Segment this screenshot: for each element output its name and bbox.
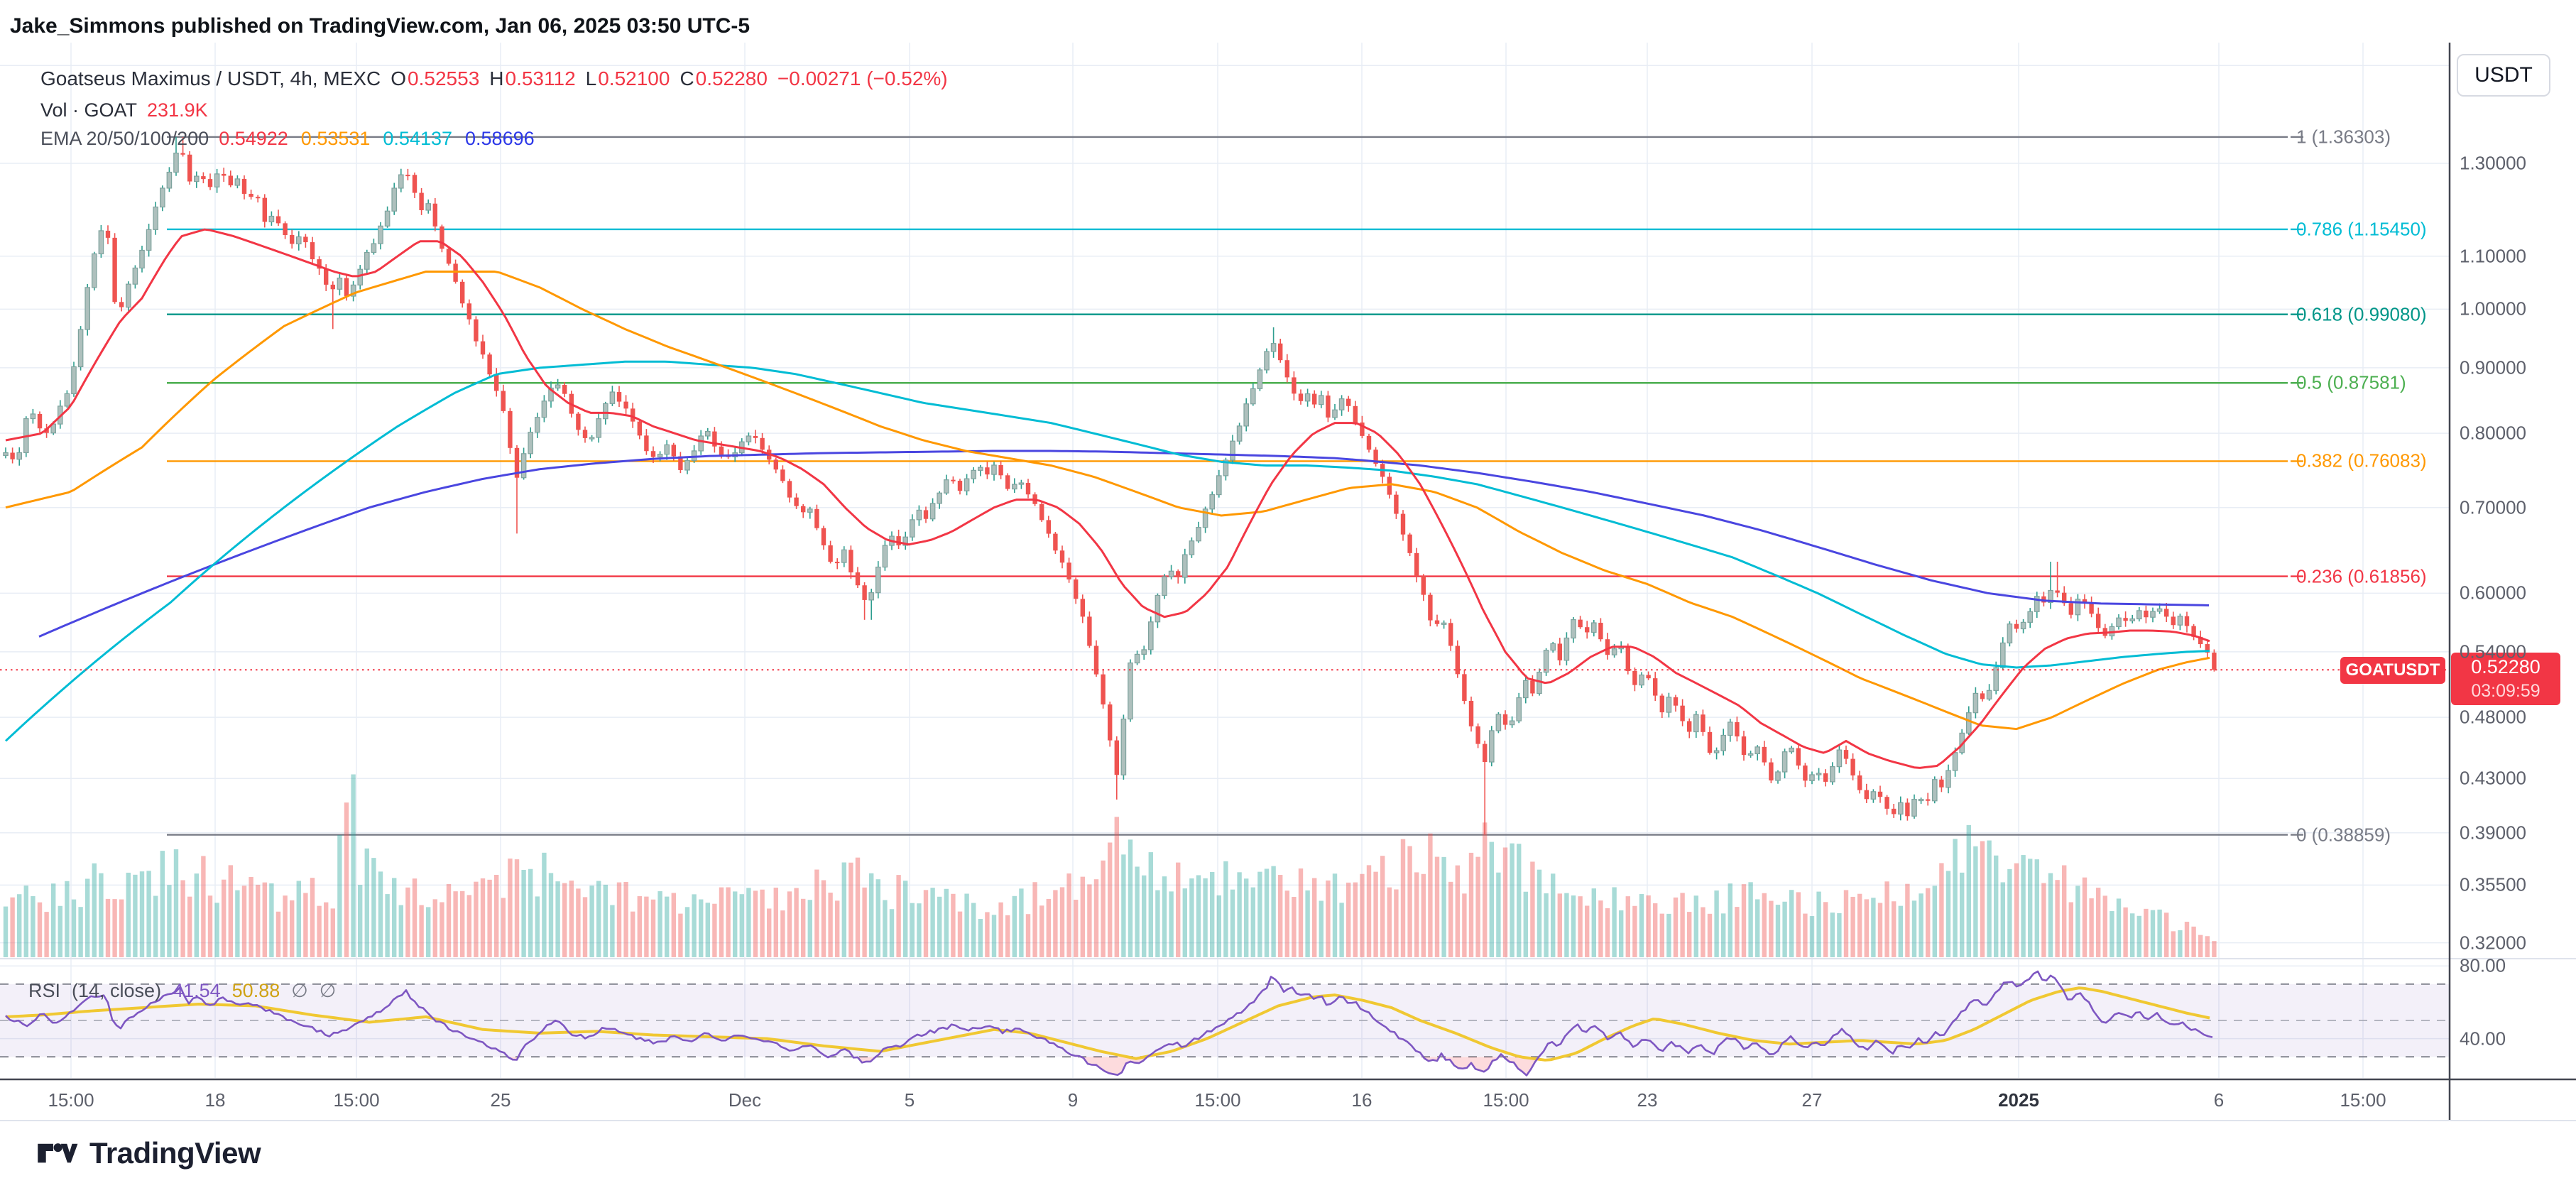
rsi-params: (14, close) (72, 980, 162, 1001)
rsi-ma-value: 50.88 (231, 980, 280, 1001)
price-axis-label[interactable]: 0.39000 (2460, 822, 2526, 844)
fib-level-label: 0.786 (1.15450) (2296, 218, 2427, 240)
fib-level-label: 0.5 (0.87581) (2296, 371, 2406, 393)
symbol-legend-row: Goatseus Maximus / USDT, 4h, MEXC O 0.52… (40, 67, 948, 90)
ohlc-high: H 0.53112 (489, 67, 576, 89)
time-axis-label[interactable]: 15:00 (2340, 1089, 2386, 1111)
price-axis-label[interactable]: 0.32000 (2460, 932, 2526, 954)
currency-toggle-button[interactable]: USDT (2457, 54, 2550, 97)
price-axis-label[interactable]: 1.10000 (2460, 245, 2526, 267)
rsi-axis-label[interactable]: 40.00 (2460, 1028, 2506, 1050)
symbol-title: Goatseus Maximus / USDT, 4h, MEXC (40, 67, 381, 89)
ema-legend-value: 0.58696 (465, 128, 535, 149)
tradingview-logo-icon (37, 1136, 78, 1170)
tradingview-logo-text: TradingView (89, 1136, 261, 1170)
time-axis-label[interactable]: 15:00 (1483, 1089, 1529, 1111)
rsi-title: RSI (28, 980, 61, 1001)
rsi-empty-icon: ∅ (291, 980, 308, 1001)
time-axis-label[interactable]: 18 (204, 1089, 226, 1111)
ema-legend-value: 0.54137 (383, 128, 453, 149)
rsi-legend-row: RSI (14, close) 41.54 50.88 ∅ ∅ (28, 980, 336, 1002)
time-axis-label[interactable]: 5 (904, 1089, 915, 1111)
ohlc-change: −0.00271 (−0.52%) (777, 67, 948, 89)
ohlc-close: C 0.52280 (680, 67, 768, 89)
time-axis-label[interactable]: 9 (1067, 1089, 1079, 1111)
price-axis-label[interactable]: 0.35500 (2460, 873, 2526, 895)
attribution-text: Jake_Simmons published on TradingView.co… (10, 14, 751, 38)
time-axis-label[interactable]: 6 (2213, 1089, 2225, 1111)
rsi-axis-label[interactable]: 80.00 (2460, 954, 2506, 976)
ema-legend-value: 0.54922 (219, 128, 288, 149)
fib-level-label: 0.382 (0.76083) (2296, 450, 2427, 472)
time-axis-label[interactable]: 16 (1351, 1089, 1372, 1111)
time-axis-label[interactable]: Dec (728, 1089, 762, 1111)
ema-legend-row: EMA 20/50/100/200 0.54922 0.53531 0.54137 0… (40, 128, 535, 150)
volume-label: Vol · GOAT (40, 99, 138, 121)
time-axis-label[interactable]: 15:00 (48, 1089, 94, 1111)
time-axis-label[interactable]: 25 (490, 1089, 511, 1111)
time-axis-label[interactable]: 23 (1637, 1089, 1658, 1111)
price-axis-label[interactable]: 1.30000 (2460, 152, 2526, 174)
fib-level-label: 0.236 (0.61856) (2296, 565, 2427, 587)
volume-value: 231.9K (147, 99, 208, 121)
time-axis-label[interactable]: 2025 (1998, 1089, 2039, 1111)
price-axis-label[interactable]: 0.70000 (2460, 496, 2526, 518)
symbol-price-badge: GOATUSDT (2340, 657, 2445, 684)
bar-countdown: 03:09:59 (2471, 681, 2540, 701)
ema-label: EMA 20/50/100/200 (40, 128, 209, 149)
price-axis-label[interactable]: 0.80000 (2460, 422, 2526, 444)
rsi-empty-icon: ∅ (319, 980, 337, 1001)
price-axis-label[interactable]: 0.48000 (2460, 706, 2526, 728)
price-axis-label[interactable]: 0.60000 (2460, 582, 2526, 604)
price-axis-label[interactable]: 0.90000 (2460, 356, 2526, 378)
price-axis-label[interactable]: 0.43000 (2460, 767, 2526, 789)
ohlc-low: L 0.52100 (585, 67, 670, 89)
tradingview-logo[interactable]: TradingView (37, 1136, 261, 1170)
time-axis-label[interactable]: 15:00 (1194, 1089, 1241, 1111)
last-price-badge: 0.52280 03:09:59 (2451, 653, 2560, 705)
price-axis-label[interactable]: 1.00000 (2460, 298, 2526, 320)
time-axis-label[interactable]: 27 (1801, 1089, 1823, 1111)
ohlc-open: O 0.52553 (391, 67, 480, 89)
price-axis-label[interactable]: 0.54000 (2460, 641, 2526, 663)
ema-legend-value: 0.53531 (300, 128, 371, 149)
time-axis-label[interactable]: 15:00 (333, 1089, 380, 1111)
fib-level-label: 1 (1.36303) (2296, 126, 2391, 148)
ema-values: 0.54922 0.53531 0.54137 0.58696 (219, 128, 534, 150)
fib-level-label: 0.618 (0.99080) (2296, 303, 2427, 325)
fib-level-label: 0 (0.38859) (2296, 824, 2391, 846)
volume-legend-row: Vol · GOAT 231.9K (40, 99, 208, 121)
rsi-value: 41.54 (173, 980, 221, 1001)
last-price-value: 0.52280 (2471, 656, 2540, 677)
